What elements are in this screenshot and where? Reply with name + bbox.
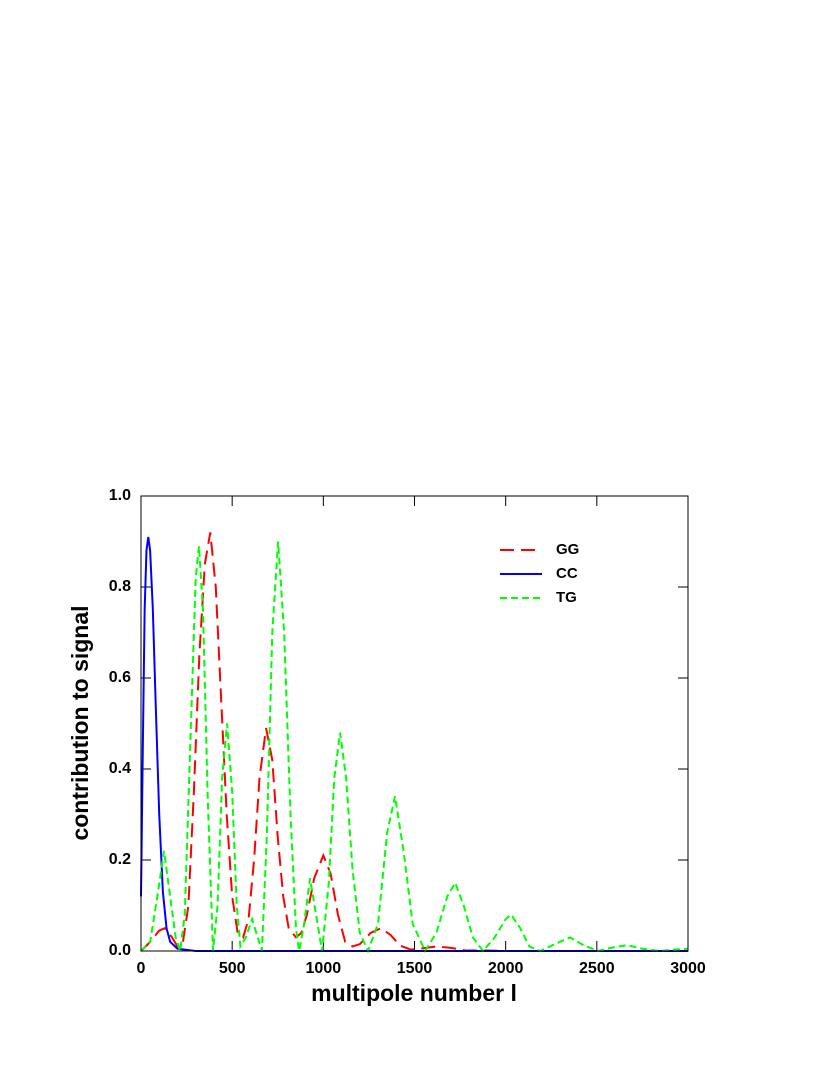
y-tick-label: 0.6 [109, 669, 131, 686]
y-tick-label: 0.2 [109, 851, 131, 868]
y-tick-label: 0.0 [109, 942, 131, 959]
series-line [140, 541, 689, 954]
x-tick-label: 0 [137, 960, 146, 977]
series-line [140, 536, 688, 952]
x-tick-label: 3000 [670, 960, 706, 977]
legend-label: GG [556, 541, 579, 558]
y-tick-label: 0.8 [109, 578, 131, 595]
plot-frame [140, 495, 689, 952]
y-tick-label: 1.0 [109, 487, 131, 504]
x-tick-label: 1000 [306, 960, 342, 977]
x-axis-label: multipole number l [311, 980, 517, 1006]
y-axis-label: contribution to signal [67, 605, 93, 840]
legend-label: TG [556, 589, 577, 606]
x-tick-label: 500 [219, 960, 246, 977]
x-tick-label: 1500 [397, 960, 433, 977]
x-tick-label: 2000 [488, 960, 524, 977]
legend-label: CC [556, 565, 578, 582]
y-tick-label: 0.4 [109, 760, 131, 777]
x-tick-label: 2500 [579, 960, 615, 977]
series-line [140, 532, 688, 952]
